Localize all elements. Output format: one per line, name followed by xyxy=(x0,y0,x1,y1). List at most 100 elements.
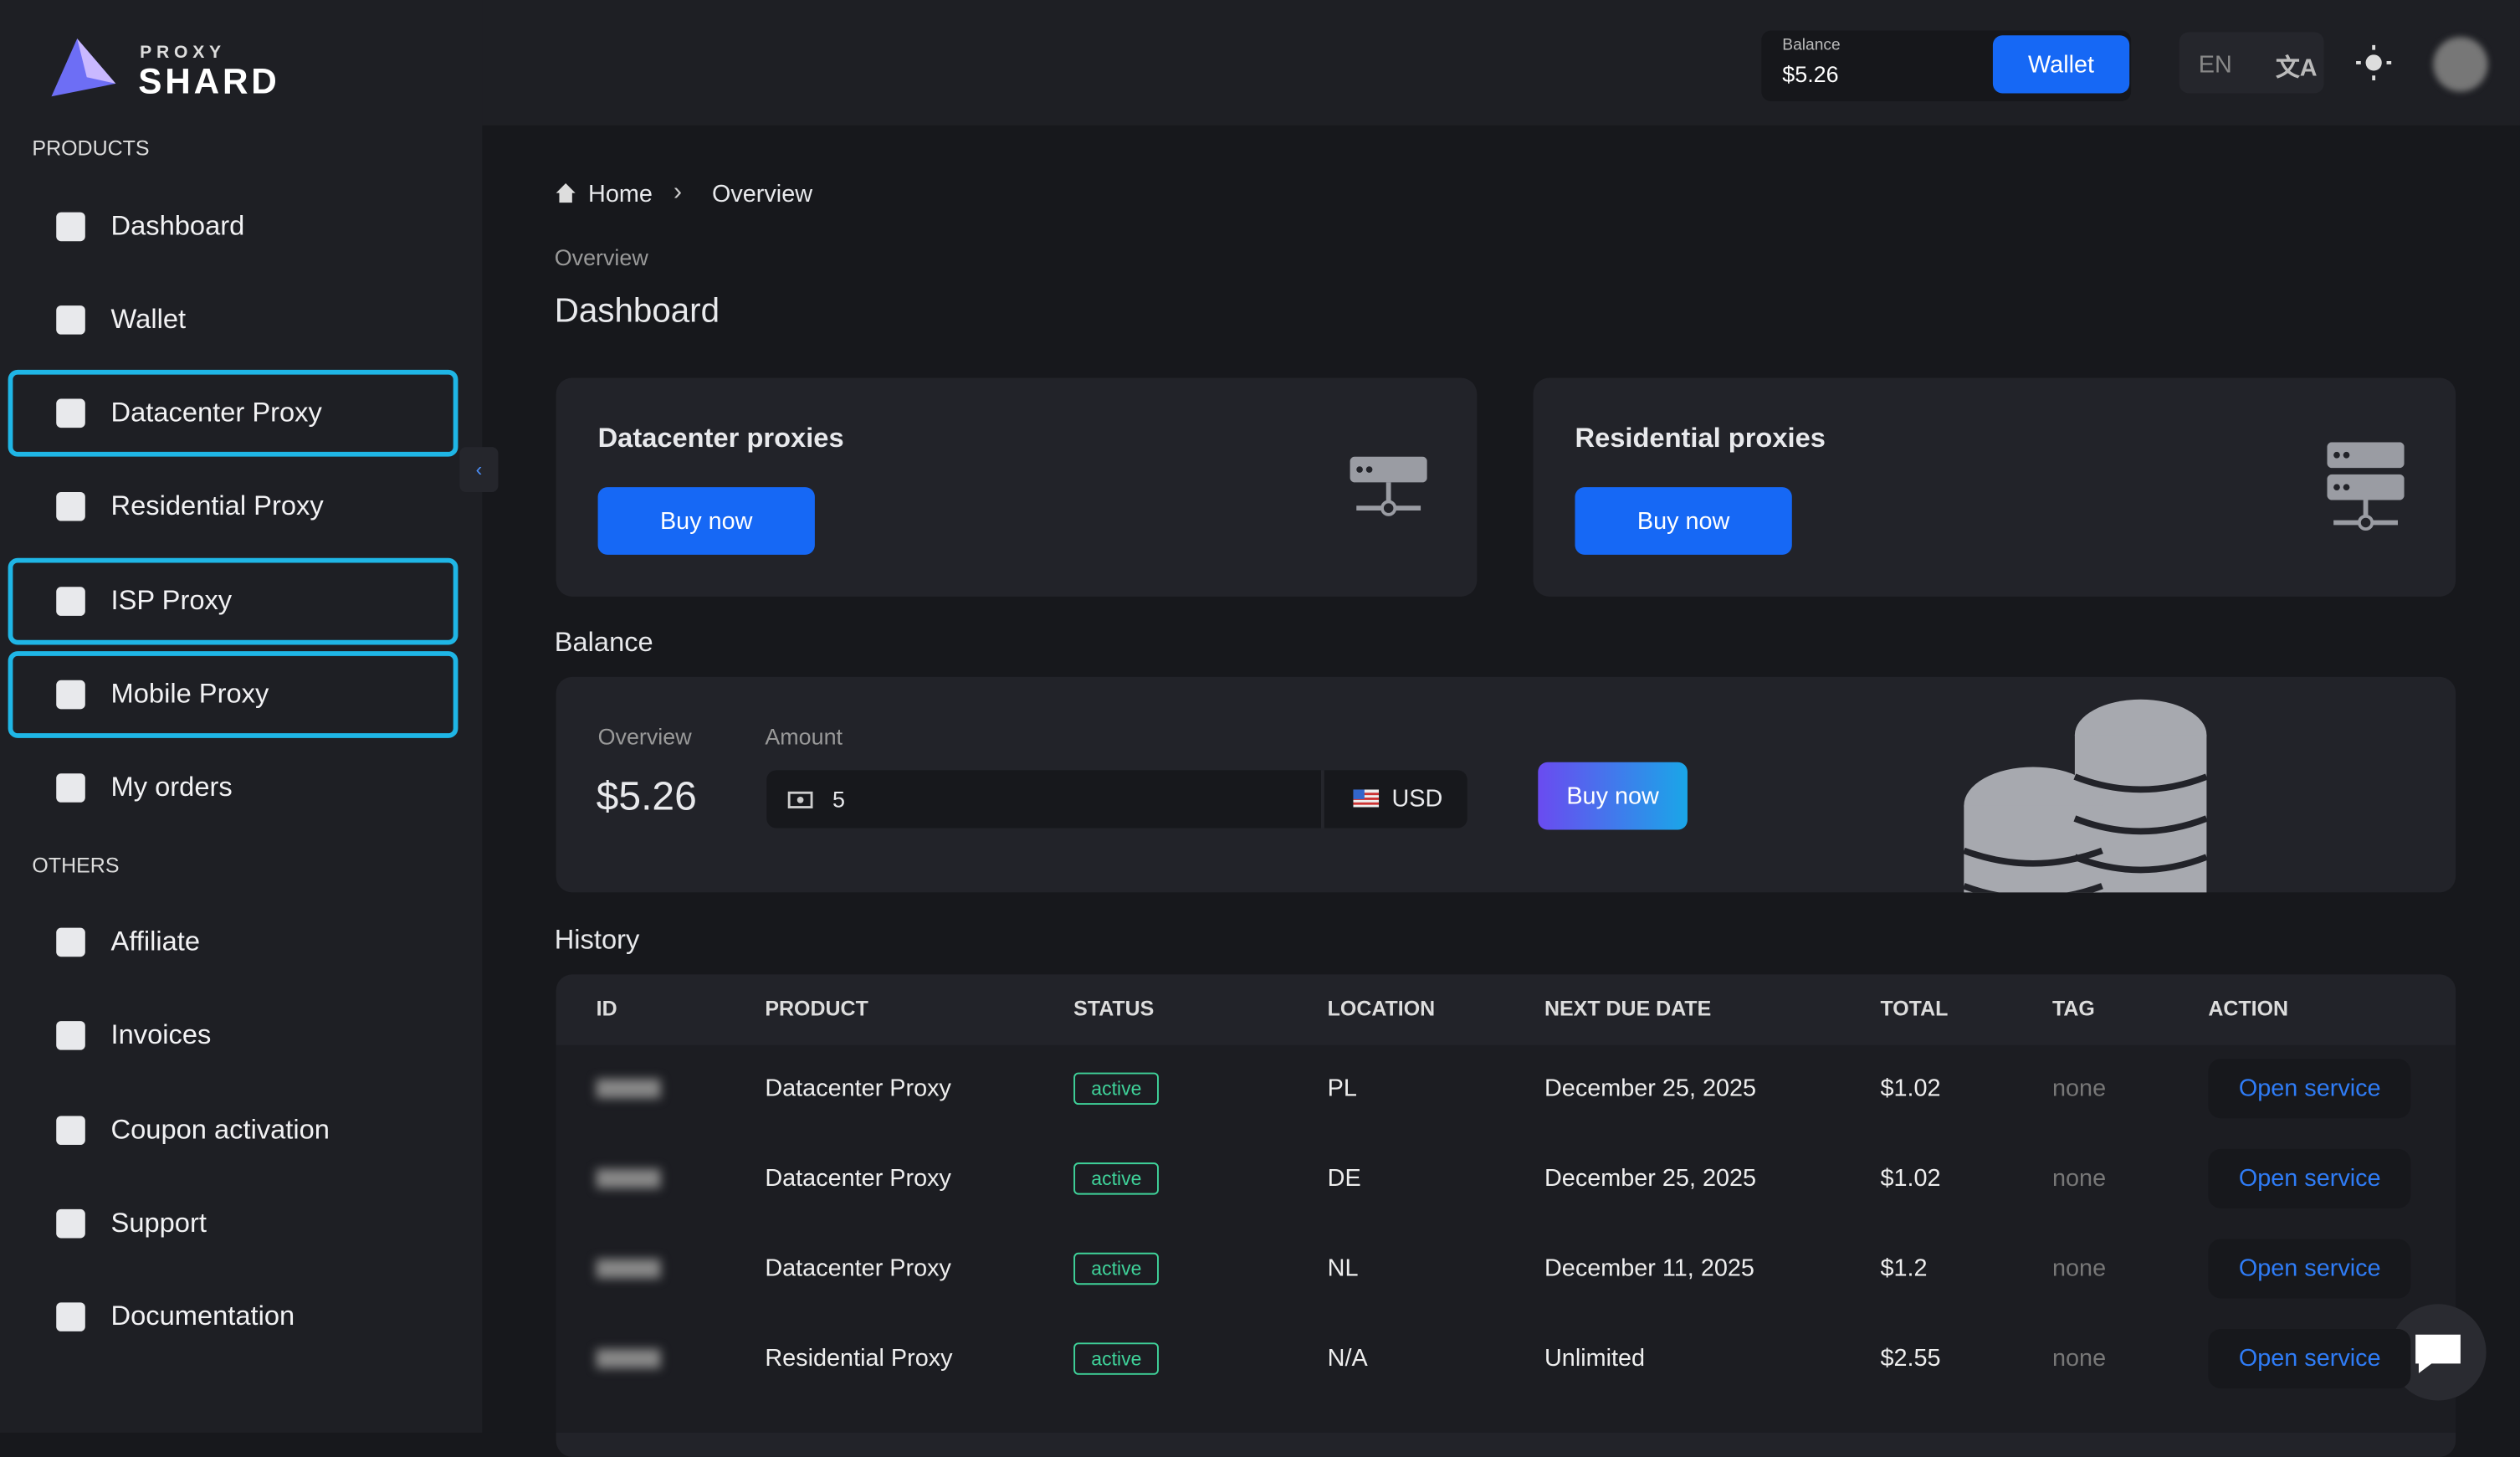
logo-bottom: SHARD xyxy=(138,61,280,102)
table-cell: $1.02 xyxy=(1880,1075,1941,1103)
wallet-button[interactable]: Wallet xyxy=(1992,35,2130,94)
flag-icon xyxy=(1353,789,1380,808)
menu-item[interactable]: Invoices xyxy=(110,1019,212,1050)
column-header: LOCATION xyxy=(1327,996,1436,1021)
table-cell: $2.55 xyxy=(1880,1345,1941,1372)
table-cell: NL xyxy=(1327,1254,1359,1283)
column-header: STATUS xyxy=(1073,996,1155,1021)
logo-icon xyxy=(51,38,116,97)
id-blurred xyxy=(596,1349,661,1369)
table-cell: DE xyxy=(1327,1165,1361,1193)
buy-button[interactable]: Buy now xyxy=(597,487,815,555)
menu-icon xyxy=(56,1302,85,1331)
table-body xyxy=(556,1044,2456,1433)
table-cell: Datacenter Proxy xyxy=(765,1165,951,1193)
sidebar-section-title: PRODUCTS xyxy=(32,136,150,161)
overview-value: $5.26 xyxy=(596,774,697,819)
card-title: Residential proxies xyxy=(1575,423,1826,454)
menu-icon xyxy=(56,1208,85,1239)
language-box[interactable] xyxy=(2179,32,2324,94)
table-cell: $1.02 xyxy=(1880,1165,1941,1193)
section-heading: History xyxy=(554,924,640,956)
status-badge: active xyxy=(1073,1162,1160,1195)
card xyxy=(1533,377,2456,597)
table-cell: none xyxy=(2051,1345,2107,1372)
open-service-button[interactable]: Open service xyxy=(2208,1329,2412,1389)
server-icon xyxy=(2327,442,2405,531)
table-cell: none xyxy=(2051,1165,2107,1193)
table-cell: Residential Proxy xyxy=(765,1345,953,1372)
menu-item[interactable]: Affiliate xyxy=(110,926,201,957)
id-blurred xyxy=(596,1079,661,1099)
menu-icon xyxy=(56,398,85,428)
cash-icon xyxy=(787,791,813,808)
menu-item[interactable]: Documentation xyxy=(110,1301,295,1331)
menu-item[interactable]: Datacenter Proxy xyxy=(110,397,322,428)
menu-icon xyxy=(56,491,85,521)
table-cell: $1.2 xyxy=(1880,1254,1928,1283)
menu-icon xyxy=(56,1021,85,1050)
column-header: TAG xyxy=(2051,996,2095,1021)
menu-item[interactable]: ISP Proxy xyxy=(110,585,233,616)
table-cell: Datacenter Proxy xyxy=(765,1075,951,1103)
table-cell: Datacenter Proxy xyxy=(765,1254,951,1283)
balance-label: Balance xyxy=(1782,37,1841,55)
buy-button[interactable]: Buy now xyxy=(1538,762,1688,830)
currency[interactable]: USD xyxy=(1391,785,1443,813)
column-header: PRODUCT xyxy=(765,996,868,1021)
amount-input[interactable] xyxy=(766,770,1467,829)
column-header: ACTION xyxy=(2208,996,2289,1021)
open-service-button[interactable]: Open service xyxy=(2208,1059,2412,1119)
status-badge: active xyxy=(1073,1252,1160,1285)
open-service-button[interactable]: Open service xyxy=(2208,1148,2412,1208)
table-cell: PL xyxy=(1327,1075,1357,1103)
breadcrumb-separator: › xyxy=(673,178,683,206)
collapse-button[interactable]: ‹ xyxy=(459,447,499,492)
theme-toggle[interactable] xyxy=(2356,44,2392,81)
table-cell: N/A xyxy=(1327,1345,1368,1372)
table-cell: December 11, 2025 xyxy=(1544,1254,1754,1283)
menu-item[interactable]: Residential Proxy xyxy=(110,490,324,521)
page-title: Dashboard xyxy=(554,292,720,330)
buy-button[interactable]: Buy now xyxy=(1575,487,1792,555)
menu-icon xyxy=(56,305,85,335)
translate-icon[interactable]: 文A xyxy=(2275,54,2318,82)
open-service-button[interactable]: Open service xyxy=(2208,1239,2412,1299)
menu-item[interactable]: Mobile Proxy xyxy=(110,678,269,710)
table-cell: Unlimited xyxy=(1544,1345,1646,1372)
status-badge: active xyxy=(1073,1342,1160,1375)
page-subtitle: Overview xyxy=(554,244,648,270)
column-header: TOTAL xyxy=(1880,996,1949,1021)
breadcrumb-current: Overview xyxy=(711,181,813,208)
menu-item[interactable]: Support xyxy=(110,1207,207,1239)
menu-item[interactable]: Dashboard xyxy=(110,210,245,242)
divider xyxy=(1320,770,1324,829)
menu-icon xyxy=(56,927,85,957)
column-header: NEXT DUE DATE xyxy=(1544,996,1712,1021)
balance-value: $5.26 xyxy=(1782,61,1839,87)
menu-item[interactable]: My orders xyxy=(110,772,233,803)
language[interactable]: EN xyxy=(2198,51,2232,80)
chat-icon[interactable] xyxy=(2412,1331,2463,1377)
table-cell: December 25, 2025 xyxy=(1544,1075,1757,1103)
overview-label: Overview xyxy=(597,723,692,750)
home-icon xyxy=(556,183,576,203)
id-blurred xyxy=(596,1259,661,1279)
column-header: ID xyxy=(596,996,617,1021)
status-badge: active xyxy=(1073,1072,1160,1106)
avatar[interactable] xyxy=(2433,37,2488,92)
menu-item[interactable]: Coupon activation xyxy=(110,1114,330,1146)
coins-illustration xyxy=(1963,699,2208,893)
server-icon xyxy=(1350,456,1427,516)
menu-icon xyxy=(56,587,85,616)
section-heading: Balance xyxy=(554,627,653,658)
menu-icon xyxy=(56,773,85,803)
logo-top: PROXY xyxy=(140,43,226,63)
amount-label: Amount xyxy=(765,723,843,750)
breadcrumb-home[interactable]: Home xyxy=(588,181,653,208)
amount-value[interactable]: 5 xyxy=(832,786,846,813)
id-blurred xyxy=(596,1168,661,1188)
menu-item[interactable]: Wallet xyxy=(110,304,187,335)
